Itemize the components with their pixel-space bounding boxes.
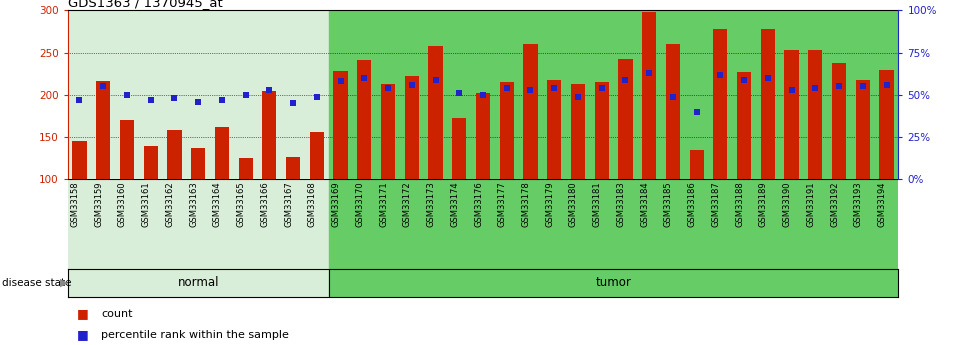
Bar: [214, 127, 229, 179]
Text: GSM33165: GSM33165: [237, 181, 245, 227]
Bar: [452, 118, 467, 179]
Bar: [68, 10, 328, 179]
Text: GSM33170: GSM33170: [355, 181, 364, 227]
Bar: [832, 63, 846, 179]
Bar: [381, 84, 395, 179]
Bar: [618, 59, 633, 179]
Bar: [357, 60, 372, 179]
Bar: [286, 157, 300, 179]
Bar: [333, 71, 348, 179]
Text: GSM33158: GSM33158: [71, 181, 79, 227]
Text: GSM33186: GSM33186: [688, 181, 696, 227]
Text: GSM33194: GSM33194: [877, 181, 887, 227]
Text: GSM33192: GSM33192: [830, 181, 839, 227]
Text: disease state: disease state: [2, 278, 71, 288]
Bar: [239, 158, 253, 179]
Text: GSM33163: GSM33163: [189, 181, 198, 227]
Text: GSM33185: GSM33185: [664, 181, 673, 227]
Text: GSM33190: GSM33190: [782, 181, 791, 227]
Bar: [856, 80, 870, 179]
Bar: [310, 132, 324, 179]
Text: GSM33166: GSM33166: [261, 181, 270, 227]
Bar: [96, 80, 110, 179]
Text: percentile rank within the sample: percentile rank within the sample: [101, 330, 289, 339]
Bar: [737, 72, 752, 179]
Bar: [809, 50, 822, 179]
Text: GSM33177: GSM33177: [497, 181, 507, 227]
Text: GSM33188: GSM33188: [735, 181, 744, 227]
Bar: [68, 179, 328, 269]
Bar: [167, 130, 182, 179]
Text: GSM33184: GSM33184: [640, 181, 649, 227]
Bar: [713, 29, 727, 179]
Text: GSM33193: GSM33193: [854, 181, 863, 227]
Bar: [328, 179, 898, 269]
Text: ■: ■: [77, 307, 89, 321]
Bar: [476, 93, 490, 179]
Text: GSM33167: GSM33167: [284, 181, 293, 227]
Bar: [594, 82, 609, 179]
Text: GSM33189: GSM33189: [759, 181, 768, 227]
Bar: [428, 46, 442, 179]
Text: GSM33161: GSM33161: [142, 181, 151, 227]
Text: count: count: [101, 309, 133, 319]
Bar: [68, 269, 328, 297]
Text: normal: normal: [178, 276, 219, 289]
Bar: [144, 146, 157, 179]
Text: GSM33160: GSM33160: [118, 181, 127, 227]
Bar: [524, 44, 538, 179]
Bar: [499, 82, 514, 179]
Text: GSM33173: GSM33173: [427, 181, 436, 227]
Text: GSM33179: GSM33179: [545, 181, 554, 227]
Text: GSM33171: GSM33171: [379, 181, 388, 227]
Bar: [642, 12, 656, 179]
Text: GSM33159: GSM33159: [95, 181, 103, 227]
Text: ▶: ▶: [60, 278, 69, 288]
Text: GSM33172: GSM33172: [403, 181, 412, 227]
Bar: [571, 84, 585, 179]
Bar: [120, 120, 134, 179]
Text: GSM33181: GSM33181: [593, 181, 602, 227]
Bar: [547, 80, 561, 179]
Text: GDS1363 / 1370945_at: GDS1363 / 1370945_at: [68, 0, 222, 9]
Bar: [879, 70, 894, 179]
Bar: [405, 76, 419, 179]
Text: GSM33164: GSM33164: [213, 181, 222, 227]
Bar: [784, 50, 799, 179]
Text: GSM33180: GSM33180: [569, 181, 578, 227]
Bar: [328, 269, 898, 297]
Text: ■: ■: [77, 328, 89, 341]
Bar: [262, 91, 276, 179]
Text: GSM33191: GSM33191: [807, 181, 815, 227]
Bar: [72, 141, 87, 179]
Text: GSM33174: GSM33174: [450, 181, 459, 227]
Bar: [666, 44, 680, 179]
Bar: [191, 148, 206, 179]
Text: GSM33169: GSM33169: [331, 181, 341, 227]
Text: GSM33178: GSM33178: [522, 181, 530, 227]
Text: GSM33162: GSM33162: [165, 181, 175, 227]
Text: GSM33168: GSM33168: [308, 181, 317, 227]
Bar: [328, 10, 898, 179]
Text: GSM33176: GSM33176: [474, 181, 483, 227]
Text: GSM33187: GSM33187: [711, 181, 721, 227]
Text: tumor: tumor: [596, 276, 632, 289]
Bar: [690, 150, 704, 179]
Text: GSM33183: GSM33183: [616, 181, 625, 227]
Bar: [760, 29, 775, 179]
